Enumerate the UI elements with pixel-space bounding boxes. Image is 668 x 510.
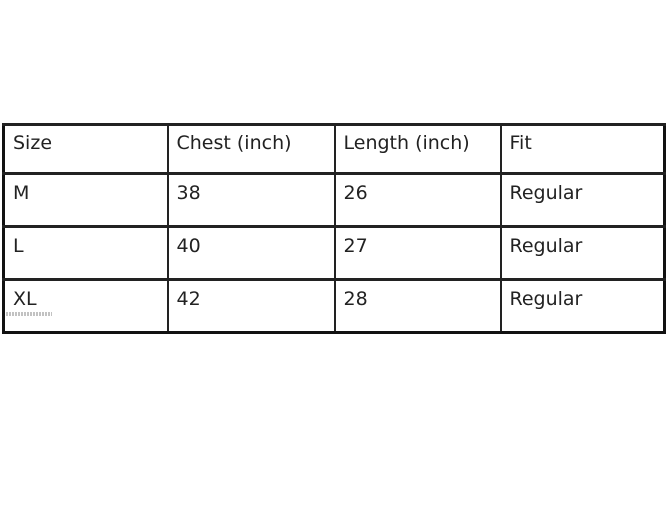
cell-length: 27 bbox=[333, 225, 502, 281]
cell-size: L bbox=[2, 225, 169, 281]
cell-fit: Regular bbox=[499, 172, 666, 228]
cell-fit: Regular bbox=[499, 278, 666, 334]
size-chart-table: Size Chest (inch) Length (inch) Fit M 38… bbox=[2, 123, 666, 334]
header-chest: Chest (inch) bbox=[166, 123, 336, 175]
cell-size: XL bbox=[2, 278, 169, 334]
table-row: XL 42 28 Regular bbox=[2, 278, 666, 334]
cell-fit: Regular bbox=[499, 225, 666, 281]
watermark-code bbox=[6, 312, 52, 316]
cell-size: M bbox=[2, 172, 169, 228]
table-header-row: Size Chest (inch) Length (inch) Fit bbox=[2, 123, 666, 175]
cell-length: 28 bbox=[333, 278, 502, 334]
header-length: Length (inch) bbox=[333, 123, 502, 175]
cell-chest: 38 bbox=[166, 172, 336, 228]
table-row: L 40 27 Regular bbox=[2, 225, 666, 281]
header-fit: Fit bbox=[499, 123, 666, 175]
cell-length: 26 bbox=[333, 172, 502, 228]
cell-chest: 40 bbox=[166, 225, 336, 281]
cell-chest: 42 bbox=[166, 278, 336, 334]
table-row: M 38 26 Regular bbox=[2, 172, 666, 228]
header-size: Size bbox=[2, 123, 169, 175]
